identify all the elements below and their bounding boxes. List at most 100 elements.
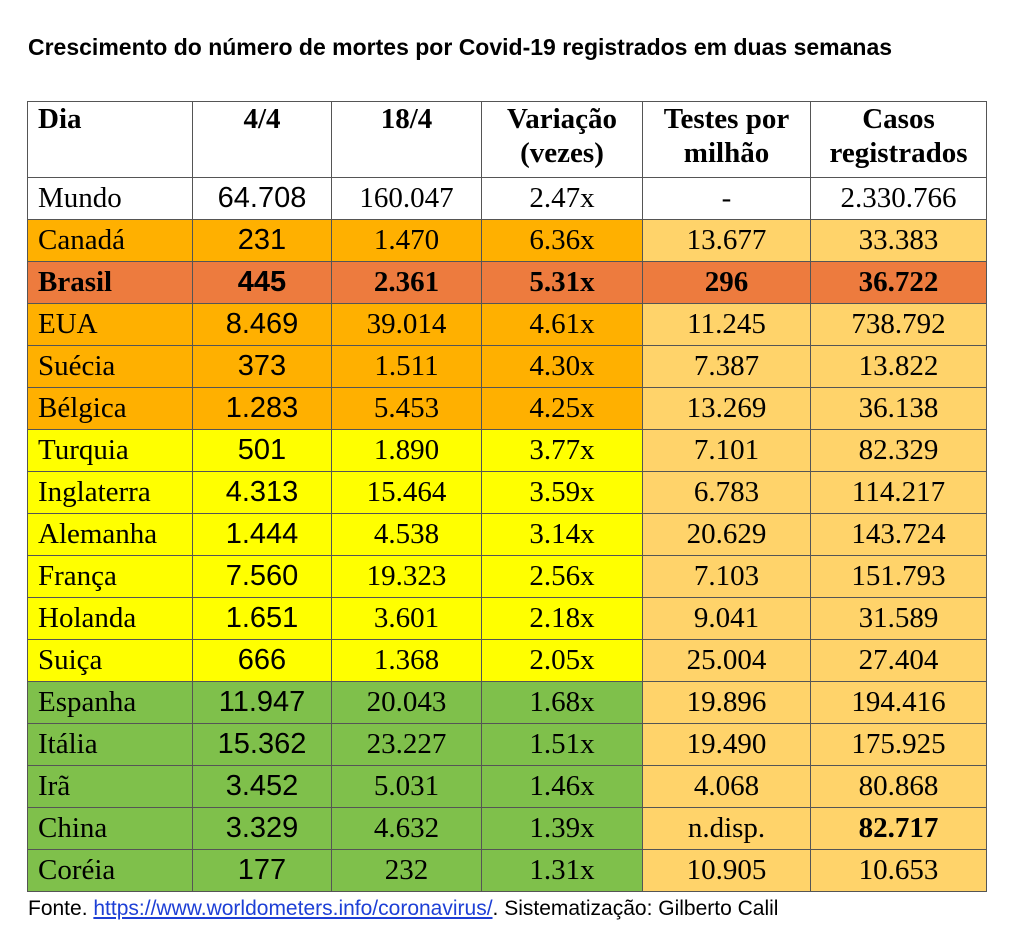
data-cell-cases: 10.653: [810, 849, 987, 892]
data-cell-tests: 296: [642, 261, 811, 304]
data-cell-d44: 64.708: [192, 177, 332, 220]
data-cell-d44: 445: [192, 261, 332, 304]
column-header: Testes por milhão: [642, 101, 811, 178]
data-cell-variation: 1.46x: [481, 765, 643, 808]
data-cell-tests: 13.269: [642, 387, 811, 430]
data-cell-tests: 7.103: [642, 555, 811, 598]
data-cell-d184: 160.047: [331, 177, 482, 220]
country-cell: China: [27, 807, 193, 850]
data-cell-d184: 4.632: [331, 807, 482, 850]
data-cell-cases: 31.589: [810, 597, 987, 640]
data-cell-tests: 9.041: [642, 597, 811, 640]
country-cell: EUA: [27, 303, 193, 346]
data-cell-d44: 373: [192, 345, 332, 388]
data-cell-d184: 15.464: [331, 471, 482, 514]
data-cell-cases: 27.404: [810, 639, 987, 682]
data-cell-d184: 5.031: [331, 765, 482, 808]
data-cell-cases: 114.217: [810, 471, 987, 514]
source-link[interactable]: https://www.worldometers.info/coronaviru…: [93, 897, 493, 920]
data-cell-d184: 23.227: [331, 723, 482, 766]
data-cell-tests: 10.905: [642, 849, 811, 892]
table-row: Inglaterra 4.313 15.464 3.59x 6.783 114.217: [27, 471, 987, 514]
data-cell-d184: 1.368: [331, 639, 482, 682]
country-cell: Irã: [27, 765, 193, 808]
table-body: Mundo 64.708 160.047 2.47x -2.330.766 Canadá 2…: [27, 177, 987, 892]
data-cell-cases: 33.383: [810, 219, 987, 262]
data-cell-d184: 1.470: [331, 219, 482, 262]
data-cell-tests: 11.245: [642, 303, 811, 346]
data-cell-d44: 4.313: [192, 471, 332, 514]
data-cell-tests: 7.101: [642, 429, 811, 472]
data-cell-variation: 1.68x: [481, 681, 643, 724]
table-row: Holanda 1.651 3.601 2.18x 9.041 31.589: [27, 597, 987, 640]
data-cell-variation: 2.18x: [481, 597, 643, 640]
data-cell-tests: 20.629: [642, 513, 811, 556]
table-row: Espanha 11.947 20.043 1.68x 19.896 194.416: [27, 681, 987, 724]
data-cell-d44: 666: [192, 639, 332, 682]
data-cell-tests: 13.677: [642, 219, 811, 262]
table-row: Mundo 64.708 160.047 2.47x -2.330.766: [27, 177, 987, 220]
source-footer: Fonte. https://www.worldometers.info/cor…: [28, 897, 778, 921]
data-cell-d44: 231: [192, 219, 332, 262]
table-row: Suécia 373 1.511 4.30x 7.387 13.822: [27, 345, 987, 388]
country-cell: França: [27, 555, 193, 598]
table-row: EUA 8.469 39.014 4.61x 11.245 738.792: [27, 303, 987, 346]
data-cell-variation: 2.47x: [481, 177, 643, 220]
data-cell-d184: 39.014: [331, 303, 482, 346]
table-row: França 7.560 19.323 2.56x 7.103 151.793: [27, 555, 987, 598]
table-row: Irã 3.452 5.031 1.46x 4.068 80.868: [27, 765, 987, 808]
data-cell-variation: 5.31x: [481, 261, 643, 304]
data-cell-variation: 2.56x: [481, 555, 643, 598]
data-cell-cases: 82.717: [810, 807, 987, 850]
data-cell-variation: 1.51x: [481, 723, 643, 766]
column-header: Dia: [27, 101, 193, 178]
data-cell-d184: 19.323: [331, 555, 482, 598]
data-cell-tests: 25.004: [642, 639, 811, 682]
data-cell-variation: 6.36x: [481, 219, 643, 262]
data-cell-d44: 177: [192, 849, 332, 892]
data-cell-d44: 3.329: [192, 807, 332, 850]
data-cell-d44: 3.452: [192, 765, 332, 808]
data-cell-d184: 1.890: [331, 429, 482, 472]
table-row: Bélgica 1.283 5.453 4.25x 13.269 36.138: [27, 387, 987, 430]
data-cell-cases: 2.330.766: [810, 177, 987, 220]
data-cell-tests: 6.783: [642, 471, 811, 514]
data-cell-cases: 738.792: [810, 303, 987, 346]
column-header: Casos registrados: [810, 101, 987, 178]
table-row: China 3.329 4.632 1.39x n.disp. 82.717: [27, 807, 987, 850]
data-cell-d44: 1.444: [192, 513, 332, 556]
data-cell-cases: 36.722: [810, 261, 987, 304]
footer-prefix: Fonte.: [28, 897, 94, 920]
table-row: Suiça 666 1.368 2.05x 25.004 27.404: [27, 639, 987, 682]
data-cell-tests: n.disp.: [642, 807, 811, 850]
data-cell-d184: 5.453: [331, 387, 482, 430]
country-cell: Suiça: [27, 639, 193, 682]
country-cell: Alemanha: [27, 513, 193, 556]
country-cell: Canadá: [27, 219, 193, 262]
data-cell-d44: 11.947: [192, 681, 332, 724]
data-cell-tests: 19.896: [642, 681, 811, 724]
footer-suffix: . Sistematização: Gilberto Calil: [492, 897, 779, 920]
chart-title: Crescimento do número de mortes por Covi…: [28, 34, 893, 60]
table-row: Canadá 231 1.470 6.36x 13.677 33.383: [27, 219, 987, 262]
data-cell-cases: 194.416: [810, 681, 987, 724]
data-cell-d184: 1.511: [331, 345, 482, 388]
country-cell: Espanha: [27, 681, 193, 724]
country-cell: Bélgica: [27, 387, 193, 430]
data-cell-variation: 3.59x: [481, 471, 643, 514]
data-cell-cases: 82.329: [810, 429, 987, 472]
data-cell-cases: 36.138: [810, 387, 987, 430]
data-cell-cases: 151.793: [810, 555, 987, 598]
column-header: Variação (vezes): [481, 101, 643, 178]
covid-table: Dia 4/4 18/4 Variação (vezes) Testes por…: [27, 101, 987, 892]
data-cell-variation: 2.05x: [481, 639, 643, 682]
data-cell-variation: 4.61x: [481, 303, 643, 346]
data-cell-cases: 143.724: [810, 513, 987, 556]
data-cell-variation: 3.77x: [481, 429, 643, 472]
data-cell-tests: -: [642, 177, 811, 220]
data-cell-cases: 13.822: [810, 345, 987, 388]
data-cell-variation: 4.30x: [481, 345, 643, 388]
data-cell-d44: 15.362: [192, 723, 332, 766]
data-cell-variation: 4.25x: [481, 387, 643, 430]
table-header-row: Dia 4/4 18/4 Variação (vezes) Testes por…: [27, 101, 987, 178]
